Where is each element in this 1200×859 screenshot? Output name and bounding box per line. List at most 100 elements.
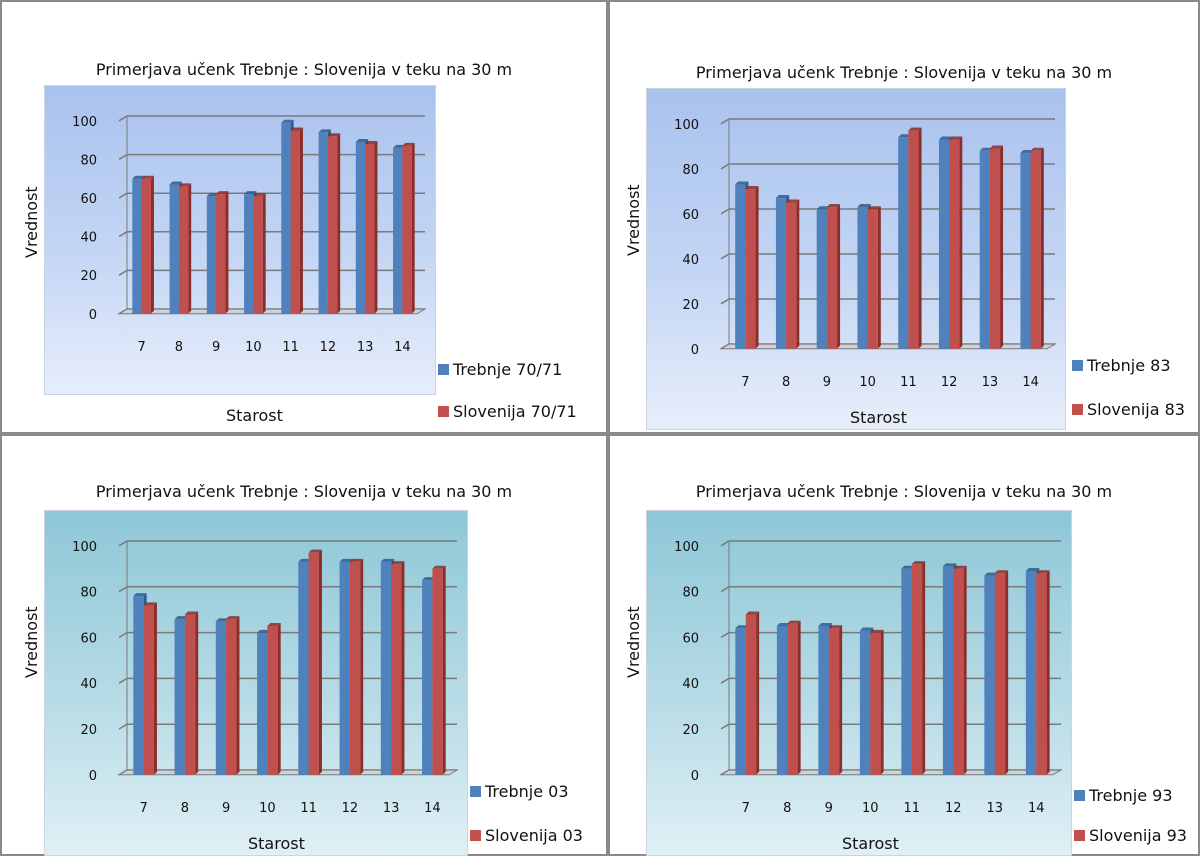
bar-slovenija: [365, 140, 378, 314]
gridline: [118, 723, 457, 730]
bar-slovenija: [870, 629, 884, 775]
legend-item-trebnje: Trebnje 70/71: [438, 360, 562, 379]
x-tick-label: 14: [1022, 375, 1039, 390]
legend-item-trebnje: Trebnje 93: [1074, 786, 1173, 805]
bar-slovenija: [994, 570, 1009, 775]
chart-svg: 0 20 40 60 80 100 7 8 9 10 11 12 13 14: [674, 540, 1063, 816]
bar-slovenija: [327, 133, 341, 314]
x-tick-label: 7: [139, 801, 147, 816]
y-tick-label: 40: [682, 677, 699, 692]
border-top: [0, 0, 1200, 2]
legend-swatch-blue: [1072, 360, 1083, 371]
x-tick-label: 14: [1028, 801, 1045, 816]
x-tick-label: 12: [941, 375, 958, 390]
chart-floor: [117, 308, 427, 315]
divider-vertical: [606, 0, 610, 856]
border-bottom: [0, 854, 1200, 856]
bar-slovenija: [143, 602, 157, 775]
legend-label: Slovenija 70/71: [453, 402, 577, 421]
gridline: [118, 269, 425, 276]
chart-svg: 0 20 40 60 80 100 7 8 9 10 11 12 13 14: [72, 115, 427, 355]
y-tick-label: 100: [72, 115, 97, 130]
bar-slovenija: [949, 136, 963, 349]
x-tick-label: 14: [394, 340, 411, 355]
y-tick-label: 20: [682, 298, 699, 313]
x-axis-label: Starost: [226, 406, 283, 425]
y-tick-label: 100: [674, 540, 699, 555]
chart-title-line1: Primerjava učenk Trebnje : Slovenija v t…: [95, 482, 513, 501]
x-tick-label: 9: [222, 801, 230, 816]
y-tick-label: 0: [89, 769, 97, 784]
gridline: [720, 677, 1061, 684]
x-axis-label: Starost: [248, 834, 305, 853]
y-tick-label: 0: [691, 343, 699, 358]
x-tick-label: 13: [986, 801, 1003, 816]
legend-label: Slovenija 83: [1087, 400, 1185, 419]
legend-label: Trebnje 83: [1087, 356, 1171, 375]
divider-horizontal: [0, 432, 1200, 436]
y-axis-label: Vrednost: [624, 606, 643, 678]
chart-floor: [117, 769, 459, 776]
x-tick-label: 12: [342, 801, 359, 816]
y-tick-label: 0: [89, 308, 97, 323]
chart-title-line1: Primerjava učenk Trebnje : Slovenija v t…: [695, 482, 1113, 501]
legend-swatch-blue: [470, 786, 481, 797]
legend-swatch-red: [470, 830, 481, 841]
legend-item-trebnje: Trebnje 83: [1072, 356, 1171, 375]
bar-slovenija: [349, 558, 364, 775]
bar-slovenija: [253, 193, 266, 314]
bar-slovenija: [826, 204, 841, 349]
x-tick-label: 11: [903, 801, 920, 816]
chart-panel-2003: Primerjava učenk Trebnje : Slovenija v t…: [2, 436, 606, 856]
x-tick-label: 13: [357, 340, 374, 355]
gridline: [720, 540, 1061, 547]
bar-slovenija: [745, 611, 760, 775]
legend-label: Trebnje 93: [1089, 786, 1173, 805]
chart-title-line1: Primerjava učenk Trebnje : Slovenija v t…: [95, 60, 513, 79]
legend-swatch-blue: [438, 364, 449, 375]
legend-item-slovenija: Slovenija 03: [470, 826, 583, 845]
bar-slovenija: [1030, 147, 1044, 349]
bar-slovenija: [911, 561, 926, 775]
y-tick-label: 100: [674, 118, 699, 133]
legend-label: Trebnje 03: [485, 782, 569, 801]
gridline: [720, 253, 1055, 260]
x-tick-label: 8: [181, 801, 189, 816]
bar-slovenija: [432, 565, 446, 775]
gridline: [118, 231, 425, 238]
chart-svg: 0 20 40 60 80 100 7 8 9 10 11 12 13 14: [674, 118, 1057, 390]
gridline: [720, 208, 1055, 215]
x-tick-label: 10: [245, 340, 262, 355]
gridline: [720, 163, 1055, 170]
x-tick-label: 9: [212, 340, 220, 355]
legend-label: Slovenija 93: [1089, 826, 1187, 845]
bar-slovenija: [141, 175, 154, 314]
legend-label: Trebnje 70/71: [453, 360, 563, 379]
chart-panel-1993: Primerjava učenk Trebnje : Slovenija v t…: [610, 436, 1198, 856]
plot-area: 0 20 40 60 80 100 7 8 9 10 11 12 13 14: [646, 510, 1072, 856]
legend-swatch-blue: [1074, 790, 1085, 801]
gridline: [118, 586, 457, 593]
plot-area: 0 20 40 60 80 100 7 8 9 10 11 12 13 14: [44, 510, 468, 856]
y-tick-label: 40: [682, 253, 699, 268]
legend-item-slovenija: Slovenija 93: [1074, 826, 1187, 845]
x-tick-label: 11: [282, 340, 299, 355]
x-tick-label: 10: [859, 375, 876, 390]
x-tick-label: 8: [782, 375, 790, 390]
bar-slovenija: [867, 206, 881, 349]
bar-slovenija: [989, 145, 1004, 349]
chart-panel-1970: Primerjava učenk Trebnje : Slovenija v t…: [2, 2, 606, 432]
x-tick-label: 14: [424, 801, 441, 816]
chart-panel-1983: Primerjava učenk Trebnje : Slovenija v t…: [610, 2, 1198, 432]
bar-slovenija: [184, 611, 199, 775]
y-tick-label: 20: [80, 723, 97, 738]
x-tick-label: 12: [945, 801, 962, 816]
y-tick-label: 40: [80, 231, 97, 246]
bar-slovenija: [787, 620, 801, 775]
y-tick-label: 80: [682, 586, 699, 601]
bar-slovenija: [178, 183, 192, 314]
y-tick-label: 0: [691, 769, 699, 784]
gridline: [118, 631, 457, 639]
y-tick-label: 80: [682, 163, 699, 178]
plot-area: 0 20 40 60 80 100 7 8 9 10 11 12 13 14: [44, 85, 436, 395]
